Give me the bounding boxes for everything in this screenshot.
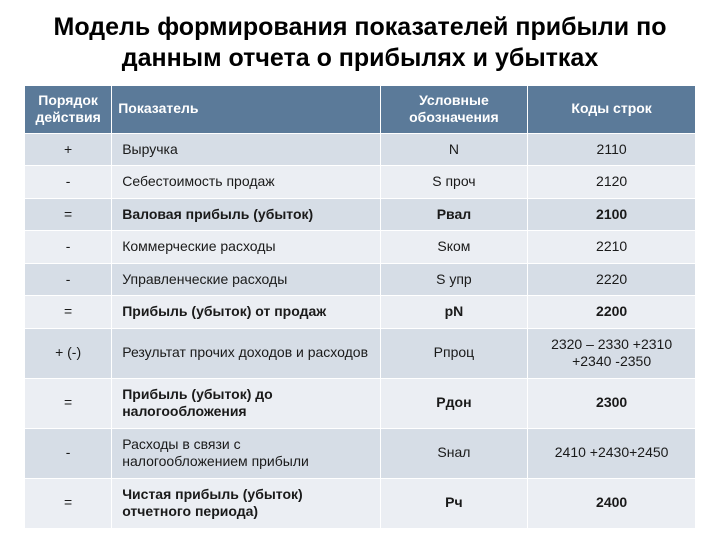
profit-model-table: Порядок действия Показатель Условные обо… — [24, 85, 696, 529]
cell-symbol: Pдон — [380, 378, 528, 428]
cell-operation: = — [25, 378, 112, 428]
cell-symbol: Pч — [380, 478, 528, 528]
slide: Модель формирования показателей прибыли … — [0, 0, 720, 540]
cell-indicator: Прибыль (убыток) до налогообложения — [112, 378, 380, 428]
cell-operation: = — [25, 296, 112, 329]
cell-operation: - — [25, 263, 112, 296]
table-row: + (-)Результат прочих доходов и расходов… — [25, 328, 696, 378]
cell-code: 2120 — [528, 166, 696, 199]
table-row: =Прибыль (убыток) от продажpN2200 — [25, 296, 696, 329]
cell-operation: = — [25, 478, 112, 528]
cell-code: 2220 — [528, 263, 696, 296]
cell-indicator: Расходы в связи с налогообложением прибы… — [112, 428, 380, 478]
table-row: =Валовая прибыль (убыток)Pвал2100 — [25, 198, 696, 231]
cell-symbol: N — [380, 133, 528, 166]
table-row: -Управленческие расходыS упр2220 — [25, 263, 696, 296]
cell-symbol: Sком — [380, 231, 528, 264]
cell-code: 2410 +2430+2450 — [528, 428, 696, 478]
cell-code: 2200 — [528, 296, 696, 329]
cell-operation: = — [25, 198, 112, 231]
table-header-row: Порядок действия Показатель Условные обо… — [25, 85, 696, 133]
cell-operation: - — [25, 231, 112, 264]
cell-code: 2210 — [528, 231, 696, 264]
cell-indicator: Выручка — [112, 133, 380, 166]
table-row: -Расходы в связи с налогообложением приб… — [25, 428, 696, 478]
cell-code: 2300 — [528, 378, 696, 428]
cell-indicator: Управленческие расходы — [112, 263, 380, 296]
cell-symbol: Sнал — [380, 428, 528, 478]
table-row: =Чистая прибыль (убыток) отчетного перио… — [25, 478, 696, 528]
col-header-symbol: Условные обозначения — [380, 85, 528, 133]
page-title: Модель формирования показателей прибыли … — [24, 12, 696, 75]
table-row: +ВыручкаN2110 — [25, 133, 696, 166]
cell-operation: - — [25, 428, 112, 478]
cell-code: 2100 — [528, 198, 696, 231]
cell-symbol: S проч — [380, 166, 528, 199]
col-header-indicator: Показатель — [112, 85, 380, 133]
table-row: -Коммерческие расходыSком2210 — [25, 231, 696, 264]
cell-symbol: pN — [380, 296, 528, 329]
table-row: -Себестоимость продажS проч2120 — [25, 166, 696, 199]
cell-indicator: Коммерческие расходы — [112, 231, 380, 264]
cell-code: 2320 – 2330 +2310 +2340 -2350 — [528, 328, 696, 378]
cell-indicator: Прибыль (убыток) от продаж — [112, 296, 380, 329]
table-row: =Прибыль (убыток) до налогообложенияPдон… — [25, 378, 696, 428]
cell-symbol: S упр — [380, 263, 528, 296]
col-header-code: Коды строк — [528, 85, 696, 133]
cell-indicator: Результат прочих доходов и расходов — [112, 328, 380, 378]
cell-operation: + — [25, 133, 112, 166]
cell-code: 2400 — [528, 478, 696, 528]
cell-operation: - — [25, 166, 112, 199]
cell-indicator: Чистая прибыль (убыток) отчетного период… — [112, 478, 380, 528]
cell-code: 2110 — [528, 133, 696, 166]
cell-symbol: Pпроц — [380, 328, 528, 378]
cell-operation: + (-) — [25, 328, 112, 378]
col-header-operation: Порядок действия — [25, 85, 112, 133]
cell-indicator: Валовая прибыль (убыток) — [112, 198, 380, 231]
cell-indicator: Себестоимость продаж — [112, 166, 380, 199]
cell-symbol: Pвал — [380, 198, 528, 231]
